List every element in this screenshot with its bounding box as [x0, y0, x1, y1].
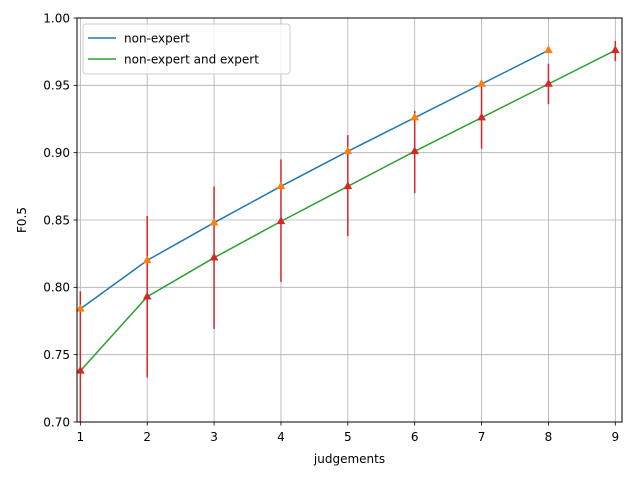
data-point-marker: [343, 181, 353, 190]
x-tick-label: 4: [277, 430, 285, 444]
y-tick-label: 0.95: [43, 79, 70, 93]
x-axis-label: judgements: [313, 452, 385, 466]
data-point-marker: [410, 146, 420, 155]
data-point-marker: [544, 78, 553, 87]
y-tick-label: 1.00: [43, 11, 70, 25]
y-tick-label: 0.85: [43, 213, 70, 227]
data-point-marker: [142, 255, 152, 264]
data-point-marker: [410, 112, 420, 121]
data-point-marker: [209, 217, 219, 226]
y-axis: 0.70 0.75 0.80 0.85 0.90 0.95 1.00: [43, 11, 77, 429]
legend-box: [82, 23, 291, 75]
data-point-marker: [544, 45, 553, 54]
y-tick-label: 0.70: [43, 415, 70, 429]
legend: non-expert non-expert and expert: [82, 23, 291, 75]
y-tick-label: 0.80: [43, 281, 70, 295]
x-tick-label: 6: [411, 430, 419, 444]
x-tick-label: 3: [210, 430, 218, 444]
data-point-marker: [77, 365, 85, 374]
x-tick-label: 7: [478, 430, 486, 444]
legend-label: non-expert: [124, 31, 190, 45]
data-point-marker: [343, 146, 353, 155]
x-tick-label: 8: [545, 430, 553, 444]
y-tick-label: 0.90: [43, 146, 70, 160]
y-axis-label: F0.5: [15, 207, 29, 233]
legend-label: non-expert and expert: [124, 52, 259, 66]
x-tick-label: 1: [77, 430, 85, 444]
data-point-marker: [77, 303, 85, 312]
x-tick-label: 5: [344, 430, 352, 444]
series-markers: [77, 45, 620, 374]
y-tick-label: 0.75: [43, 348, 70, 362]
x-tick-label: 9: [611, 430, 619, 444]
data-point-marker: [477, 78, 486, 87]
data-point-marker: [209, 252, 219, 261]
x-tick-label: 2: [143, 430, 151, 444]
data-point-marker: [142, 291, 152, 300]
x-axis: 1 2 3 4 5 6 7 8 9: [77, 422, 619, 444]
data-point-marker: [276, 216, 286, 225]
data-point-marker: [276, 181, 286, 190]
data-point-marker: [477, 112, 486, 121]
series-line: [79, 49, 549, 310]
data-point-marker: [610, 45, 620, 54]
